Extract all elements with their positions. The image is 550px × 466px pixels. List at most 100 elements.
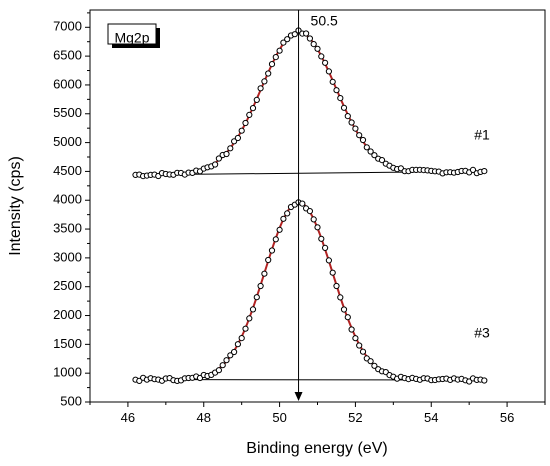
- data-point: [215, 367, 222, 374]
- plot-frame: [89, 9, 546, 403]
- data-point: [356, 342, 363, 349]
- data-point: [227, 145, 234, 152]
- data-point: [329, 269, 336, 276]
- x-tick-label: 52: [348, 410, 362, 425]
- data-point: [318, 235, 325, 242]
- x-axis: 46 48 50 52 54 56: [89, 402, 546, 425]
- data-point: [306, 35, 313, 42]
- data-point: [310, 41, 317, 48]
- data-point: [310, 216, 317, 223]
- data-point: [265, 256, 272, 264]
- data-point: [249, 306, 257, 313]
- series-layer: #1 #3: [132, 27, 490, 385]
- data-point: [215, 155, 222, 162]
- data-point: [337, 294, 344, 301]
- fit-curve: [135, 201, 485, 382]
- data-point: [322, 244, 329, 251]
- data-point: [329, 78, 336, 85]
- data-point: [268, 61, 276, 68]
- x-tick-label: 48: [197, 410, 211, 425]
- data-point: [272, 54, 279, 61]
- data-point: [359, 136, 367, 144]
- data-point: [257, 282, 264, 290]
- data-point: [261, 78, 268, 85]
- data-point: [265, 70, 272, 77]
- data-point: [249, 105, 257, 112]
- series-label: #3: [474, 324, 490, 340]
- data-point: [223, 357, 230, 364]
- data-point: [234, 341, 241, 348]
- data-point: [238, 335, 245, 342]
- data-point: [352, 335, 359, 342]
- series-label: #1: [474, 127, 490, 143]
- series-1: #1: [132, 27, 490, 180]
- x-axis-title: Binding energy (eV): [246, 440, 387, 457]
- data-point: [253, 96, 260, 104]
- data-point: [363, 144, 370, 151]
- data-point: [333, 87, 340, 94]
- y-tick-label: 4000: [53, 192, 82, 207]
- data-point: [227, 352, 234, 359]
- data-point: [322, 59, 329, 66]
- data-point: [306, 208, 313, 215]
- x-tick-label: 56: [500, 410, 514, 425]
- y-tick-label: 2000: [53, 307, 82, 322]
- data-point: [371, 152, 378, 159]
- data-point: [272, 236, 279, 243]
- vertical-marker: 50.5: [294, 10, 338, 401]
- data-point: [367, 148, 374, 155]
- data-point: [359, 348, 367, 355]
- data-point: [318, 53, 325, 60]
- data-point: [242, 119, 249, 127]
- data-point: [231, 348, 238, 356]
- marker-arrowhead: [294, 392, 303, 401]
- y-tick-label: 2500: [53, 278, 82, 293]
- data-point: [344, 314, 351, 321]
- y-tick-label: 7000: [53, 19, 82, 34]
- marker-label: 50.5: [311, 13, 338, 29]
- x-tick-label: 54: [424, 410, 438, 425]
- y-tick-label: 3000: [53, 249, 82, 264]
- y-tick-label: 3500: [53, 220, 82, 235]
- data-point: [314, 224, 321, 231]
- x-tick-label: 50: [272, 410, 286, 425]
- data-point: [291, 31, 298, 38]
- y-tick-label: 4500: [53, 163, 82, 178]
- data-point: [234, 134, 241, 142]
- fit-curve: [135, 30, 485, 176]
- data-point: [212, 161, 219, 168]
- data-point: [348, 326, 355, 333]
- data-point: [356, 132, 363, 139]
- data-point: [340, 306, 348, 313]
- data-point: [352, 125, 359, 132]
- data-point: [276, 47, 283, 54]
- legend-label: Mg2p: [114, 30, 149, 46]
- data-point: [469, 166, 477, 173]
- data-point: [253, 294, 260, 301]
- y-tick-label: 5500: [53, 105, 82, 120]
- y-axis: 500 1000 1500 2000 2500 3000 3500 4000 4500 5000 5…: [53, 12, 90, 408]
- data-point: [280, 215, 287, 222]
- data-point: [325, 257, 332, 264]
- data-point: [481, 377, 488, 384]
- data-point: [284, 36, 291, 43]
- y-tick-label: 1500: [53, 336, 82, 351]
- data-point: [303, 30, 310, 37]
- data-point: [367, 358, 374, 365]
- data-point: [325, 68, 332, 75]
- data-point: [276, 226, 283, 233]
- x-tick-label: 46: [121, 410, 135, 425]
- data-point: [348, 119, 355, 126]
- y-tick-label: 1000: [53, 365, 82, 380]
- data-point: [231, 138, 238, 145]
- data-point: [333, 282, 340, 290]
- data-point: [481, 168, 488, 175]
- data-point: [299, 200, 306, 207]
- data-point: [340, 104, 348, 111]
- data-point: [246, 111, 253, 119]
- y-tick-label: 5000: [53, 134, 82, 149]
- series-2: #3: [132, 199, 490, 385]
- y-tick-label: 6000: [53, 76, 82, 91]
- y-axis-title: Intensity (cps): [7, 156, 24, 256]
